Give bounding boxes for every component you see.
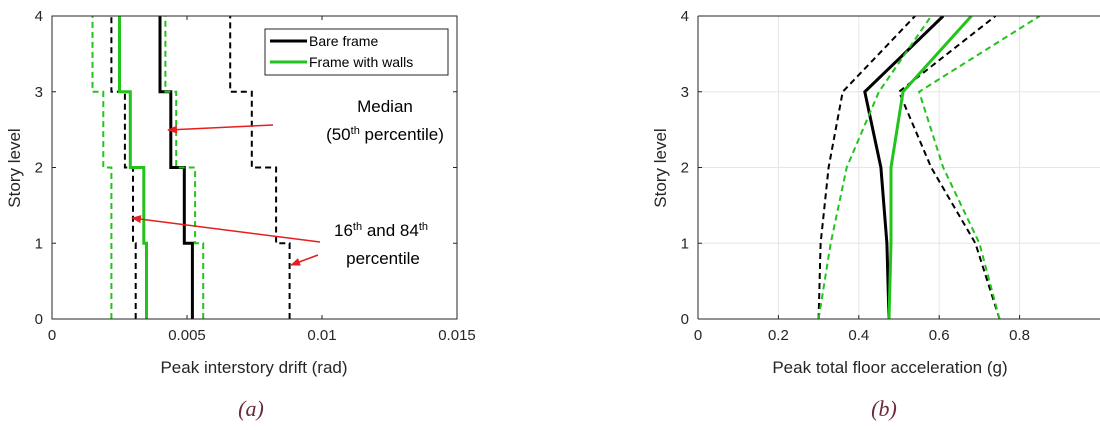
panel-a: 0 0.005 0.01 0.015 0 1 2 3 4 Peak interstory dri… (5, 8, 476, 421)
legend-box (264, 28, 449, 76)
annotation-percentile-line2: percentile (346, 249, 420, 268)
y-tick-label: 2 (35, 160, 43, 177)
x-tick-label: 0.8 (1009, 327, 1030, 344)
series-line-a-bare-16th (110, 16, 137, 319)
series-line-a-bare-median (158, 16, 194, 319)
ticks-a: 0 0.005 0.01 0.015 0 1 2 3 4 (35, 8, 476, 344)
arrow-84th (290, 254, 319, 266)
x-axis-label-a: Peak interstory drift (rad) (160, 358, 347, 377)
x-tick-label: 0.2 (768, 327, 789, 344)
panel-caption-a: (a) (238, 396, 264, 421)
ticks-b: 0 0.2 0.4 0.6 0.8 0 1 2 3 4 (681, 8, 1030, 344)
annotations: Median (50th percentile) 16th and 84th p… (131, 97, 444, 268)
legend-label-bare: Bare frame (309, 33, 378, 49)
legend: Bare frame Frame with walls (264, 28, 449, 76)
x-tick-label: 0 (694, 327, 702, 344)
arrow-16th (131, 215, 321, 243)
annotation-percentile-line1: 16th and 84th (334, 221, 428, 240)
series-line-b-walls-84th (917, 16, 1041, 319)
y-tick-label: 0 (35, 311, 43, 328)
y-tick-label: 2 (681, 160, 689, 177)
series-line-b-walls-median (887, 16, 973, 319)
y-axis-label-b: Story level (651, 128, 670, 207)
series-line-b-bare-16th (817, 16, 916, 319)
series-line-a-walls-84th (164, 16, 205, 319)
annotation-median-line2: (50th percentile) (326, 125, 444, 144)
y-tick-label: 4 (681, 8, 689, 25)
y-tick-label: 3 (681, 84, 689, 101)
x-tick-label: 0.015 (438, 327, 476, 344)
series-group-b (817, 16, 1041, 319)
legend-label-walls: Frame with walls (309, 54, 413, 70)
arrow-median (167, 124, 274, 134)
y-tick-label: 1 (35, 235, 43, 252)
x-tick-label: 0.6 (929, 327, 950, 344)
panel-b: 0 0.2 0.4 0.6 0.8 0 1 2 3 4 Peak total floor acce… (651, 8, 1100, 421)
annotation-median-line1: Median (357, 97, 413, 116)
x-axis-label-b: Peak total floor acceleration (g) (772, 358, 1007, 377)
x-tick-label: 0 (48, 327, 56, 344)
panel-caption-b: (b) (871, 396, 897, 421)
y-tick-label: 0 (681, 311, 689, 328)
series-line-b-walls-16th (817, 16, 933, 319)
series-line-a-walls-median (118, 16, 148, 319)
y-tick-label: 3 (35, 84, 43, 101)
y-axis-label-a: Story level (5, 128, 24, 207)
y-tick-label: 4 (35, 8, 43, 25)
grid-b (698, 16, 1100, 319)
series-group-a (91, 16, 291, 319)
x-tick-label: 0.005 (168, 327, 206, 344)
y-tick-label: 1 (681, 235, 689, 252)
x-tick-label: 0.4 (848, 327, 869, 344)
series-line-b-bare-84th (897, 16, 1001, 319)
series-line-a-walls-16th (91, 16, 113, 319)
x-tick-label: 0.01 (307, 327, 336, 344)
series-line-a-bare-84th (229, 16, 291, 319)
series-line-b-bare-median (863, 16, 945, 319)
